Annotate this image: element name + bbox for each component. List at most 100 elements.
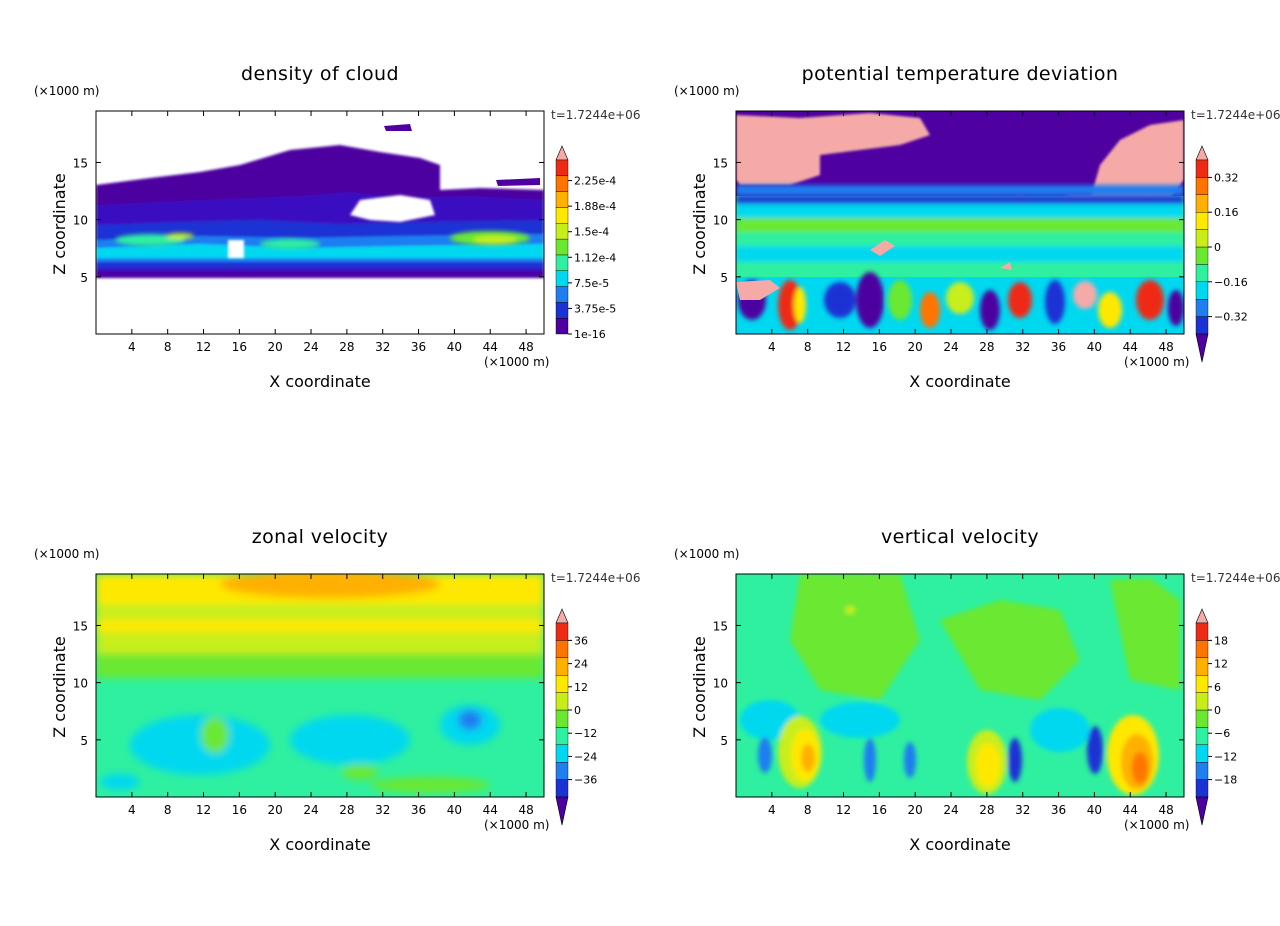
x-tick-label: 32 — [1015, 340, 1030, 354]
panel-title: vertical velocity — [881, 526, 1039, 548]
y-tick-label: 5 — [720, 734, 728, 748]
y-tick-label: 15 — [713, 619, 728, 633]
x-tick-label: 16 — [872, 803, 887, 817]
x-tick-label: 32 — [375, 803, 390, 817]
colorbar-swatch — [1195, 727, 1209, 746]
colorbar-swatch — [555, 286, 569, 303]
x-tick-label: 4 — [768, 340, 776, 354]
y-tick-label: 15 — [73, 156, 88, 170]
colorbar-swatch — [1195, 779, 1209, 798]
colorbar-label: −6 — [1214, 727, 1230, 740]
colorbar-swatch — [555, 744, 569, 763]
colorbar-label: 6 — [1214, 681, 1221, 694]
plot-frame — [735, 573, 1185, 798]
colorbar-swatch — [1195, 692, 1209, 711]
colorbar-swatch — [555, 254, 569, 271]
colorbar-label: 2.25e-4 — [574, 175, 616, 188]
panel-vertical-velocity: vertical velocity (×1000 m) t=1.7244e+06 — [674, 526, 1280, 854]
colorbar-swatch — [1195, 177, 1209, 195]
colorbar-top-arrow — [555, 145, 569, 161]
colorbar-swatch — [1195, 159, 1209, 178]
colorbar-top-arrow — [1195, 145, 1209, 161]
colorbar-label: 1e-16 — [574, 328, 606, 341]
colorbar: 2.25e-4 1.88e-4 1.5e-4 1.12e-4 7.5e-5 3.75e-5… — [555, 145, 616, 341]
x-tick-label: 36 — [1051, 340, 1066, 354]
colorbar-swatch — [555, 223, 569, 240]
colorbar-swatch — [555, 692, 569, 711]
x-tick-label: 8 — [804, 340, 812, 354]
panel-potential-temperature-deviation: potential temperature deviation (×1000 m… — [674, 63, 1280, 391]
colorbar-swatch — [555, 675, 569, 693]
colorbar-label: 24 — [574, 658, 588, 671]
x-tick-label: 40 — [1087, 340, 1102, 354]
colorbar-label: 3.75e-5 — [574, 302, 616, 315]
x-tick-label: 4 — [128, 340, 136, 354]
y-axis-label: Z coordinate — [50, 173, 69, 274]
colorbar-label: 0.32 — [1214, 171, 1239, 184]
colorbar-label: 1.88e-4 — [574, 200, 616, 213]
plot-frame — [95, 573, 545, 798]
colorbar-label: −18 — [1214, 774, 1237, 787]
colorbar-swatch — [555, 207, 569, 224]
y-tick-label: 5 — [80, 734, 88, 748]
x-tick-label: 24 — [943, 803, 958, 817]
colorbar-swatch — [1195, 762, 1209, 780]
contour-field — [736, 111, 1184, 334]
colorbar-swatch — [1195, 744, 1209, 763]
colorbar-label: −24 — [574, 750, 597, 763]
x-tick-label: 44 — [483, 340, 498, 354]
z-unit-label: (×1000 m) — [674, 84, 739, 98]
colorbar-swatch — [555, 270, 569, 287]
x-tick-label: 44 — [1123, 340, 1138, 354]
contour-field — [736, 574, 1184, 797]
colorbar-top-arrow — [555, 608, 569, 624]
colorbar-swatch — [1195, 622, 1209, 641]
colorbar-swatch — [555, 657, 569, 676]
colorbar-bottom-arrow — [1195, 796, 1209, 826]
x-tick-label: 44 — [1123, 803, 1138, 817]
y-tick-label: 10 — [713, 214, 728, 228]
colorbar-top-arrow — [1195, 608, 1209, 624]
plot-frame — [735, 110, 1185, 335]
colorbar-label: 1.5e-4 — [574, 226, 609, 239]
time-stamp: t=1.7244e+06 — [551, 108, 640, 122]
y-axis-label: Z coordinate — [690, 636, 709, 737]
x-tick-label: 36 — [411, 340, 426, 354]
x-tick-label: 8 — [164, 340, 172, 354]
contour-field — [96, 111, 544, 334]
colorbar-swatch — [555, 727, 569, 746]
time-stamp: t=1.7244e+06 — [1191, 571, 1280, 585]
x-tick-label: 4 — [128, 803, 136, 817]
panel-density-of-cloud: density of cloud (×1000 m) t=1.7244e+06 — [34, 63, 640, 391]
colorbar-swatch — [1195, 264, 1209, 282]
panel-title: density of cloud — [241, 63, 399, 85]
y-tick-label: 10 — [713, 677, 728, 691]
x-tick-label: 36 — [411, 803, 426, 817]
colorbar-swatch — [1195, 211, 1209, 230]
x-tick-label: 40 — [447, 340, 462, 354]
x-tick-label: 40 — [447, 803, 462, 817]
x-tick-label: 12 — [196, 340, 211, 354]
x-tick-label: 24 — [303, 803, 318, 817]
colorbar-swatch — [555, 317, 569, 335]
colorbar-label: −12 — [574, 727, 597, 740]
colorbar-bottom-arrow — [555, 796, 569, 826]
panel-zonal-velocity: zonal velocity (×1000 m) t=1.7244e+06 — [34, 526, 640, 854]
colorbar: 18 12 6 0 −6 −12 −18 — [1195, 608, 1237, 826]
colorbar-swatch — [555, 191, 569, 208]
colorbar-label: −12 — [1214, 750, 1237, 763]
colorbar-label: 36 — [574, 634, 588, 647]
x-tick-label: 4 — [768, 803, 776, 817]
colorbar-swatch — [1195, 246, 1209, 265]
x-axis-label: X coordinate — [909, 835, 1010, 854]
colorbar-swatch — [555, 175, 569, 192]
x-tick-label: 8 — [804, 803, 812, 817]
colorbar-swatch — [1195, 675, 1209, 693]
y-tick-label: 15 — [73, 619, 88, 633]
colorbar-swatch — [555, 709, 569, 728]
y-axis-label: Z coordinate — [50, 636, 69, 737]
colorbar-swatch — [1195, 229, 1209, 248]
panel-title: potential temperature deviation — [802, 63, 1119, 85]
